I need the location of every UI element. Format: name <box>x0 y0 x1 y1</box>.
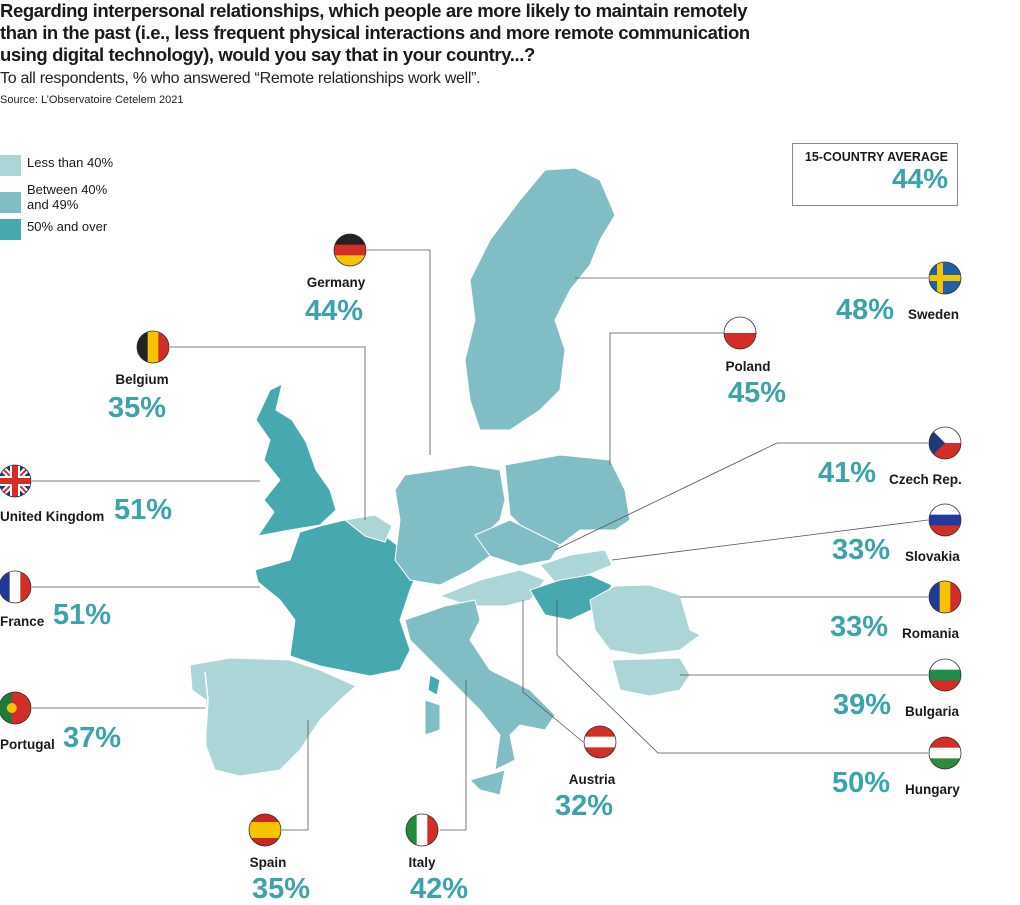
average-label: 15-COUNTRY AVERAGE <box>804 150 948 164</box>
label-uk: United Kingdom <box>0 509 105 524</box>
legend-label: 50% and over <box>27 219 108 234</box>
value-france: 51% <box>53 599 112 631</box>
label-spain: Spain <box>249 855 287 870</box>
value-germany: 44% <box>304 295 364 327</box>
label-germany: Germany <box>306 275 366 290</box>
flag-germanyicon <box>333 233 367 267</box>
legend-item-mid: Between 40% and 49% <box>0 182 122 213</box>
value-poland: 45% <box>727 377 787 409</box>
country-italy <box>404 599 556 771</box>
page-title: Regarding interpersonal relationships, w… <box>0 0 750 65</box>
label-portugal: Portugal <box>0 737 55 752</box>
country-uk <box>255 383 337 537</box>
value-hungary: 50% <box>832 767 891 799</box>
source-note: Source: L’Observatoire Cetelem 2021 <box>0 94 184 106</box>
country-belgium <box>343 514 393 543</box>
flag-romaniaicon <box>928 580 962 614</box>
flag-hungaryicon <box>928 736 962 770</box>
subtitle: To all respondents, % who answered “Remo… <box>0 70 481 87</box>
legend-swatch <box>0 192 21 213</box>
label-austria: Austria <box>568 772 616 787</box>
label-slovakia: Slovakia <box>905 549 960 564</box>
label-italy: Italy <box>408 855 436 870</box>
flag-spainicon <box>248 813 282 847</box>
legend-label: Less than 40% <box>27 155 114 170</box>
country-germany <box>394 464 506 586</box>
flag-slovakiaicon <box>928 503 962 537</box>
legend-item-high: 50% and over <box>0 219 122 240</box>
flag-united-kingdomicon <box>0 464 32 498</box>
legend-label: Between 40% and 49% <box>27 182 108 212</box>
label-poland: Poland <box>725 359 771 374</box>
flag-polandicon <box>723 316 757 350</box>
value-spain: 35% <box>251 873 311 905</box>
value-sweden: 48% <box>836 294 895 326</box>
label-hungary: Hungary <box>905 782 960 797</box>
island-sardinia <box>424 699 441 736</box>
legend-item-low: Less than 40% <box>0 155 122 176</box>
value-austria: 32% <box>554 790 614 822</box>
flag-franceicon <box>0 570 32 604</box>
label-romania: Romania <box>902 626 960 641</box>
legend: Less than 40% Between 40% and 49% 50% an… <box>0 155 122 246</box>
country-czech <box>474 519 561 567</box>
label-france: France <box>0 614 45 629</box>
flag-portugalicon <box>0 691 32 725</box>
island-corsica <box>427 674 441 696</box>
island-sicily <box>469 769 506 796</box>
label-sweden: Sweden <box>908 307 960 322</box>
value-uk: 51% <box>114 494 173 526</box>
legend-swatch <box>0 155 21 176</box>
country-france <box>254 519 421 677</box>
label-belgium: Belgium <box>115 372 169 387</box>
country-romania <box>589 584 701 656</box>
average-box: 15-COUNTRY AVERAGE 44% <box>792 143 958 206</box>
flag-czech-rep-icon <box>928 426 962 460</box>
flag-swedenicon <box>928 261 962 295</box>
flag-belgiumicon <box>136 330 170 364</box>
country-bulgaria <box>611 657 691 697</box>
flag-austriaicon <box>583 725 617 759</box>
flag-bulgariaicon <box>928 658 962 692</box>
value-slovakia: 33% <box>832 534 891 566</box>
flag-italyicon <box>405 813 439 847</box>
value-czech: 41% <box>818 457 877 489</box>
label-czech: Czech Rep. <box>889 472 962 487</box>
value-portugal: 37% <box>63 722 122 754</box>
value-italy: 42% <box>409 873 469 905</box>
value-romania: 33% <box>830 611 889 643</box>
value-bulgaria: 39% <box>833 689 892 721</box>
label-bulgaria: Bulgaria <box>905 704 960 719</box>
country-sweden <box>464 167 616 431</box>
value-belgium: 35% <box>107 392 167 424</box>
country-spain <box>189 657 357 777</box>
legend-swatch <box>0 219 21 240</box>
leader-lines <box>32 249 929 831</box>
average-value: 44% <box>891 163 948 194</box>
